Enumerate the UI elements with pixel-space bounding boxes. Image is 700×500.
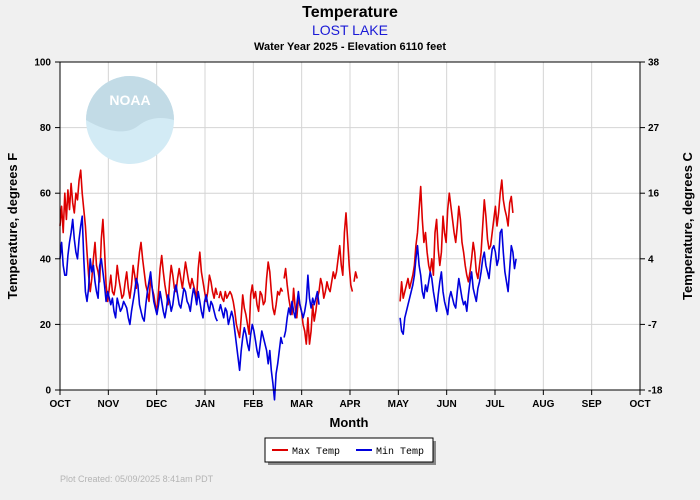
series-line-min-temp (218, 303, 284, 401)
y-right-tick-label: -18 (648, 386, 663, 397)
noaa-logo: NOAA (86, 76, 174, 164)
legend-box (264, 437, 434, 463)
series-line-max-temp (399, 179, 514, 302)
x-tick-label: MAR (290, 399, 314, 410)
noaa-logo-text: NOAA (109, 92, 150, 108)
x-tick-label: AUG (532, 399, 554, 410)
series-line-max-temp (59, 169, 219, 313)
noaa-logo-wave (86, 76, 174, 132)
left-y-ticks: 0 20 40 60 80 100 (34, 58, 60, 397)
series-line-min-temp (399, 228, 517, 336)
series-line-max-temp (353, 271, 358, 282)
x-axis-label: Month (330, 415, 369, 430)
right-y-ticks: -18 -7 4 16 27 38 (640, 58, 663, 397)
x-tick-label: NOV (97, 399, 119, 410)
x-tick-label: APR (339, 399, 361, 410)
x-tick-label: MAY (388, 399, 410, 410)
y-tick-label: 40 (40, 254, 52, 265)
y-axis-label-right: Temperature, degrees C (680, 151, 695, 299)
y-tick-label: 0 (45, 386, 51, 397)
y-right-tick-label: -7 (648, 320, 657, 331)
series-line-max-temp (218, 261, 284, 339)
chart-subtitle: LOST LAKE (312, 22, 388, 38)
chart-title: Temperature (302, 4, 398, 21)
x-ticks: OCT NOV DEC JAN FEB MAR APR MAY JUN JUL AUG SEP OCT (49, 390, 651, 410)
x-tick-label: SEP (582, 399, 602, 410)
x-tick-label: FEB (243, 399, 263, 410)
y-axis-label-left: Temperature, degrees F (5, 153, 20, 299)
x-tick-label: OCT (49, 399, 70, 410)
x-tick-label: JUN (437, 399, 457, 410)
y-tick-label: 80 (40, 123, 52, 134)
y-tick-label: 100 (34, 58, 51, 69)
legend: Max Temp Min Temp (264, 437, 436, 465)
y-right-tick-label: 16 (648, 189, 660, 200)
x-tick-label: JUL (486, 399, 505, 410)
x-tick-label: OCT (629, 399, 650, 410)
chart-subtitle-2: Water Year 2025 - Elevation 6110 feet (254, 41, 446, 53)
series-line-min-temp (283, 274, 320, 338)
y-right-tick-label: 27 (648, 123, 660, 134)
plot-created-footer: Plot Created: 05/09/2025 8:41am PDT (60, 474, 214, 484)
y-tick-label: 20 (40, 320, 52, 331)
legend-label-min: Min Temp (376, 446, 424, 458)
legend-label-max: Max Temp (292, 447, 340, 458)
series-layer (59, 169, 517, 401)
series-line-min-temp (59, 215, 219, 326)
x-tick-label: DEC (146, 399, 167, 410)
y-right-tick-label: 38 (648, 58, 660, 69)
x-tick-label: JAN (195, 399, 215, 410)
y-tick-label: 60 (40, 189, 52, 200)
y-right-tick-label: 4 (648, 254, 654, 265)
